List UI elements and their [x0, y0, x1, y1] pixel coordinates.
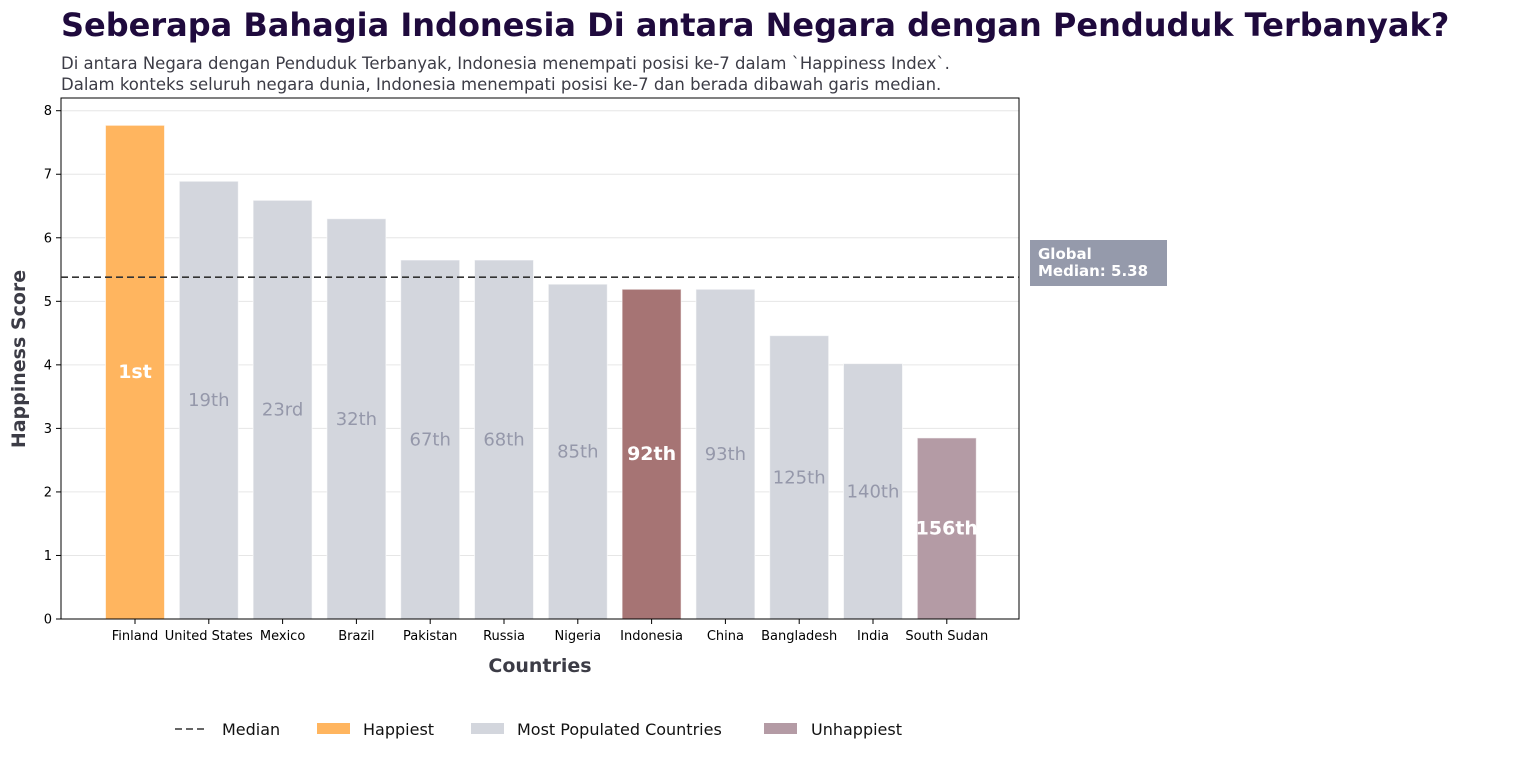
y-axis-label: Happiness Score — [8, 270, 30, 448]
x-tick-label: India — [857, 629, 889, 644]
y-axis-ticks: 0 1 2 3 4 5 6 7 8 — [44, 104, 61, 628]
x-tick-label: Bangladesh — [761, 629, 837, 644]
y-tick-label: 3 — [44, 422, 52, 437]
x-tick-label: Mexico — [260, 629, 305, 644]
bar-nigeria — [547, 283, 608, 620]
rank-label: 93th — [705, 444, 746, 465]
bar-finland — [105, 124, 165, 620]
y-tick-label: 5 — [44, 295, 52, 310]
y-tick-label: 4 — [44, 358, 52, 373]
legend-populated-swatch — [471, 723, 504, 734]
chart-subtitle-line-1: Di antara Negara dengan Penduduk Terbany… — [61, 54, 950, 73]
rank-label: 1st — [118, 361, 152, 383]
x-tick-label: Brazil — [338, 629, 374, 644]
rank-label: 68th — [483, 430, 524, 451]
rank-label: 19th — [188, 390, 229, 411]
bar-south-sudan — [916, 437, 977, 620]
x-tick-label: China — [707, 629, 744, 644]
y-tick-label: 2 — [44, 485, 52, 500]
legend-unhappiest-label: Unhappiest — [811, 720, 902, 739]
x-tick-label: Finland — [112, 629, 158, 644]
legend-happiest-label: Happiest — [363, 720, 434, 739]
rank-label: 23rd — [262, 400, 303, 421]
rank-label: 156th — [916, 517, 978, 539]
legend-populated-label: Most Populated Countries — [517, 720, 722, 739]
legend-happiest-swatch — [317, 723, 350, 734]
median-label-line-2: Median: 5.38 — [1038, 262, 1148, 280]
legend-unhappiest-swatch — [764, 723, 797, 734]
legend: Median Happiest Most Populated Countries… — [175, 720, 902, 739]
bar-indonesia — [621, 288, 682, 620]
y-tick-label: 0 — [44, 613, 52, 628]
rank-label: 67th — [410, 430, 451, 451]
bars — [105, 124, 977, 620]
rank-labels: 1st 19th 23rd 32th 67th 68th 85th 92th 93th 125th… — [118, 361, 978, 539]
rank-label: 140th — [847, 481, 900, 502]
x-tick-label: Indonesia — [620, 629, 683, 644]
y-tick-label: 1 — [44, 549, 52, 564]
x-tick-label: Russia — [483, 629, 525, 644]
median-label-line-1: Global — [1038, 245, 1092, 263]
median-annotation: Global Median: 5.38 — [1030, 240, 1167, 286]
median-label-box — [1030, 240, 1167, 286]
rank-label: 92th — [627, 443, 676, 465]
plot-frame — [60, 97, 1020, 620]
rank-label: 32th — [336, 409, 377, 430]
x-tick-label: Pakistan — [403, 629, 457, 644]
chart-title: Seberapa Bahagia Indonesia Di antara Neg… — [61, 6, 1449, 44]
bar-india — [843, 363, 903, 620]
bar-mexico — [252, 199, 313, 620]
rank-label: 85th — [557, 442, 598, 463]
bar-russia — [474, 259, 534, 620]
x-tick-label: Nigeria — [555, 629, 602, 644]
chart-subtitle-line-2: Dalam konteks seluruh negara dunia, Indo… — [61, 75, 941, 94]
legend-median-label: Median — [222, 720, 280, 739]
y-tick-label: 6 — [44, 231, 52, 246]
x-tick-label: United States — [165, 629, 253, 644]
x-tick-label: South Sudan — [905, 629, 988, 644]
x-axis-ticks: Finland United States Mexico Brazil Pakistan… — [112, 619, 988, 644]
bar-united-states — [178, 180, 239, 620]
y-tick-label: 8 — [44, 104, 52, 119]
rank-label: 125th — [773, 467, 826, 488]
bar-bangladesh — [769, 335, 830, 620]
bar-brazil — [326, 218, 387, 620]
y-tick-label: 7 — [44, 168, 52, 183]
x-axis-label: Countries — [488, 655, 591, 677]
bar-pakistan — [400, 259, 461, 620]
